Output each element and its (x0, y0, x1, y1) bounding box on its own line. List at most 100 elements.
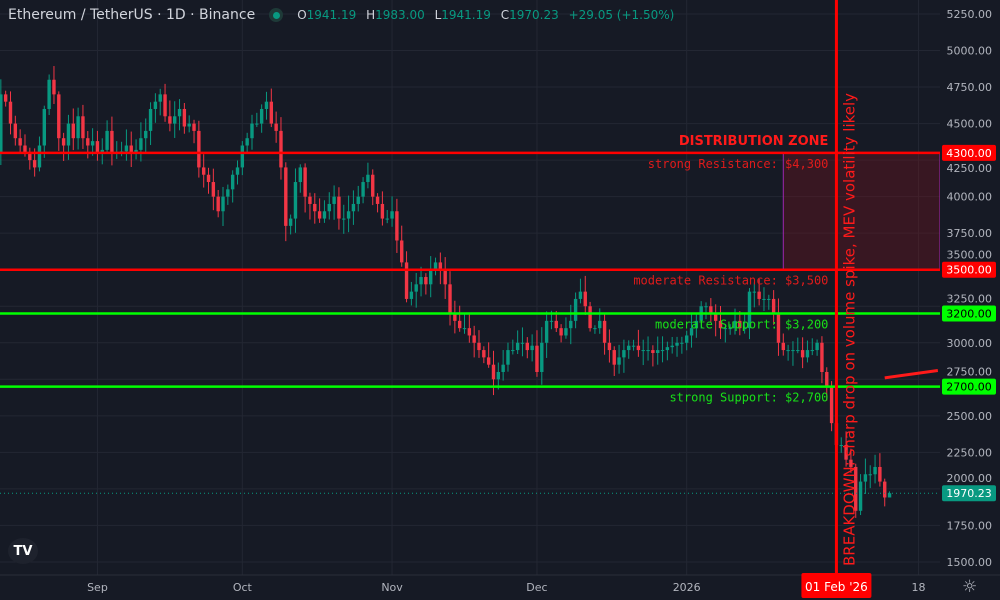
candle-body (52, 79, 56, 95)
candle-body (733, 320, 737, 329)
candle-body (569, 320, 573, 329)
candle-body (226, 189, 230, 197)
candle-body (245, 138, 249, 146)
candle-body (303, 167, 307, 197)
candle-body (815, 342, 819, 351)
candle-body (602, 320, 607, 343)
candle-body (153, 101, 158, 109)
event-date-label: 01 Feb '26 (805, 580, 868, 594)
candle-body (486, 357, 491, 365)
price-tick-label: 4500.00 (947, 118, 993, 131)
candle-body (544, 320, 549, 343)
candle-body (269, 101, 274, 124)
price-tick-label: 1750.00 (947, 519, 993, 532)
candle-body (627, 345, 631, 351)
candle-body (863, 474, 868, 482)
candle-body (462, 328, 467, 330)
candle-body (675, 342, 679, 346)
candle-body (684, 335, 689, 343)
candle-body (110, 130, 114, 153)
candle-body (23, 145, 27, 153)
time-tick-label: Sep (87, 581, 108, 594)
candle-body (274, 123, 278, 131)
price-tick-label: 4000.00 (947, 191, 993, 204)
candle-body (742, 328, 747, 330)
candle-body (477, 342, 481, 351)
candle-body (796, 350, 800, 352)
candle-body (535, 345, 539, 372)
candle-body (578, 291, 583, 299)
candle-body (288, 218, 293, 226)
candle-body (873, 466, 877, 475)
candle-body (28, 152, 32, 161)
candle-body (554, 320, 558, 329)
candle-body (767, 298, 771, 300)
candle-body (129, 145, 133, 153)
support-label: moderate Support: $3,200 (655, 318, 828, 332)
time-axis (0, 575, 940, 600)
symbol-title[interactable]: Ethereum / TetherUS · 1D · Binance (8, 7, 256, 23)
level-axis-label: 2700.00 (946, 381, 992, 394)
price-tick-label: 3500.00 (947, 249, 993, 262)
candle-body (158, 94, 162, 102)
candle-body (134, 149, 138, 153)
candle-body (211, 182, 216, 197)
candle-body (791, 350, 795, 352)
low-value: 1941.19 (441, 8, 491, 22)
candle-body (322, 211, 327, 219)
candle-body (259, 108, 264, 124)
candle-body (453, 313, 457, 321)
candle-body (124, 145, 129, 152)
price-tick-label: 2750.00 (947, 366, 993, 379)
candle-body (395, 211, 399, 241)
gear-icon[interactable]: ☼ (962, 577, 978, 597)
candle-body (332, 196, 336, 204)
candle-body (752, 291, 757, 293)
candle-body (298, 167, 302, 183)
candle-body (443, 269, 447, 285)
resistance-label: strong Resistance: $4,300 (648, 157, 829, 171)
tradingview-logo-icon[interactable]: TV (8, 538, 38, 564)
candle-body (61, 138, 66, 146)
candle-body (42, 108, 46, 146)
price-tick-label: 5250.00 (947, 8, 993, 21)
candle-body (636, 345, 641, 351)
candle-body (771, 298, 776, 314)
candle-body (371, 174, 375, 197)
candle-body (762, 298, 766, 300)
candle-body (356, 196, 360, 204)
candle-body (511, 350, 515, 352)
candle-body (839, 445, 843, 447)
chart-header: Ethereum / TetherUS · 1D · Binance O1941… (8, 7, 674, 23)
high-value: 1983.00 (375, 8, 425, 22)
candle-body (467, 328, 472, 336)
candle-body (240, 145, 245, 168)
candle-body (216, 196, 220, 212)
time-tick-label: 2026 (673, 581, 701, 594)
level-axis-label: 4300.00 (946, 147, 992, 160)
candle-body (3, 94, 8, 102)
level-axis-tag (942, 378, 996, 395)
trend-line (884, 369, 939, 380)
current-price-tag (942, 485, 996, 502)
candle-body (704, 306, 708, 308)
candle-body (187, 123, 191, 127)
candle-body (163, 94, 167, 117)
candle-body (858, 481, 863, 511)
price-tick-label: 2000.00 (947, 472, 993, 485)
candle-body (641, 350, 645, 352)
level-axis-label: 3200.00 (946, 308, 992, 321)
candle-body (235, 167, 240, 175)
candle-body (66, 123, 71, 146)
candle-body (182, 108, 187, 127)
candle-body (501, 364, 505, 372)
candle-body (279, 130, 283, 168)
candle-body (448, 284, 452, 314)
candle-body (57, 94, 61, 139)
candle-body (670, 345, 674, 348)
candle-body (757, 291, 761, 299)
change-value: +29.05 (+1.50%) (568, 8, 675, 22)
candle-body (0, 94, 3, 153)
price-tick-label: 4750.00 (947, 81, 993, 94)
